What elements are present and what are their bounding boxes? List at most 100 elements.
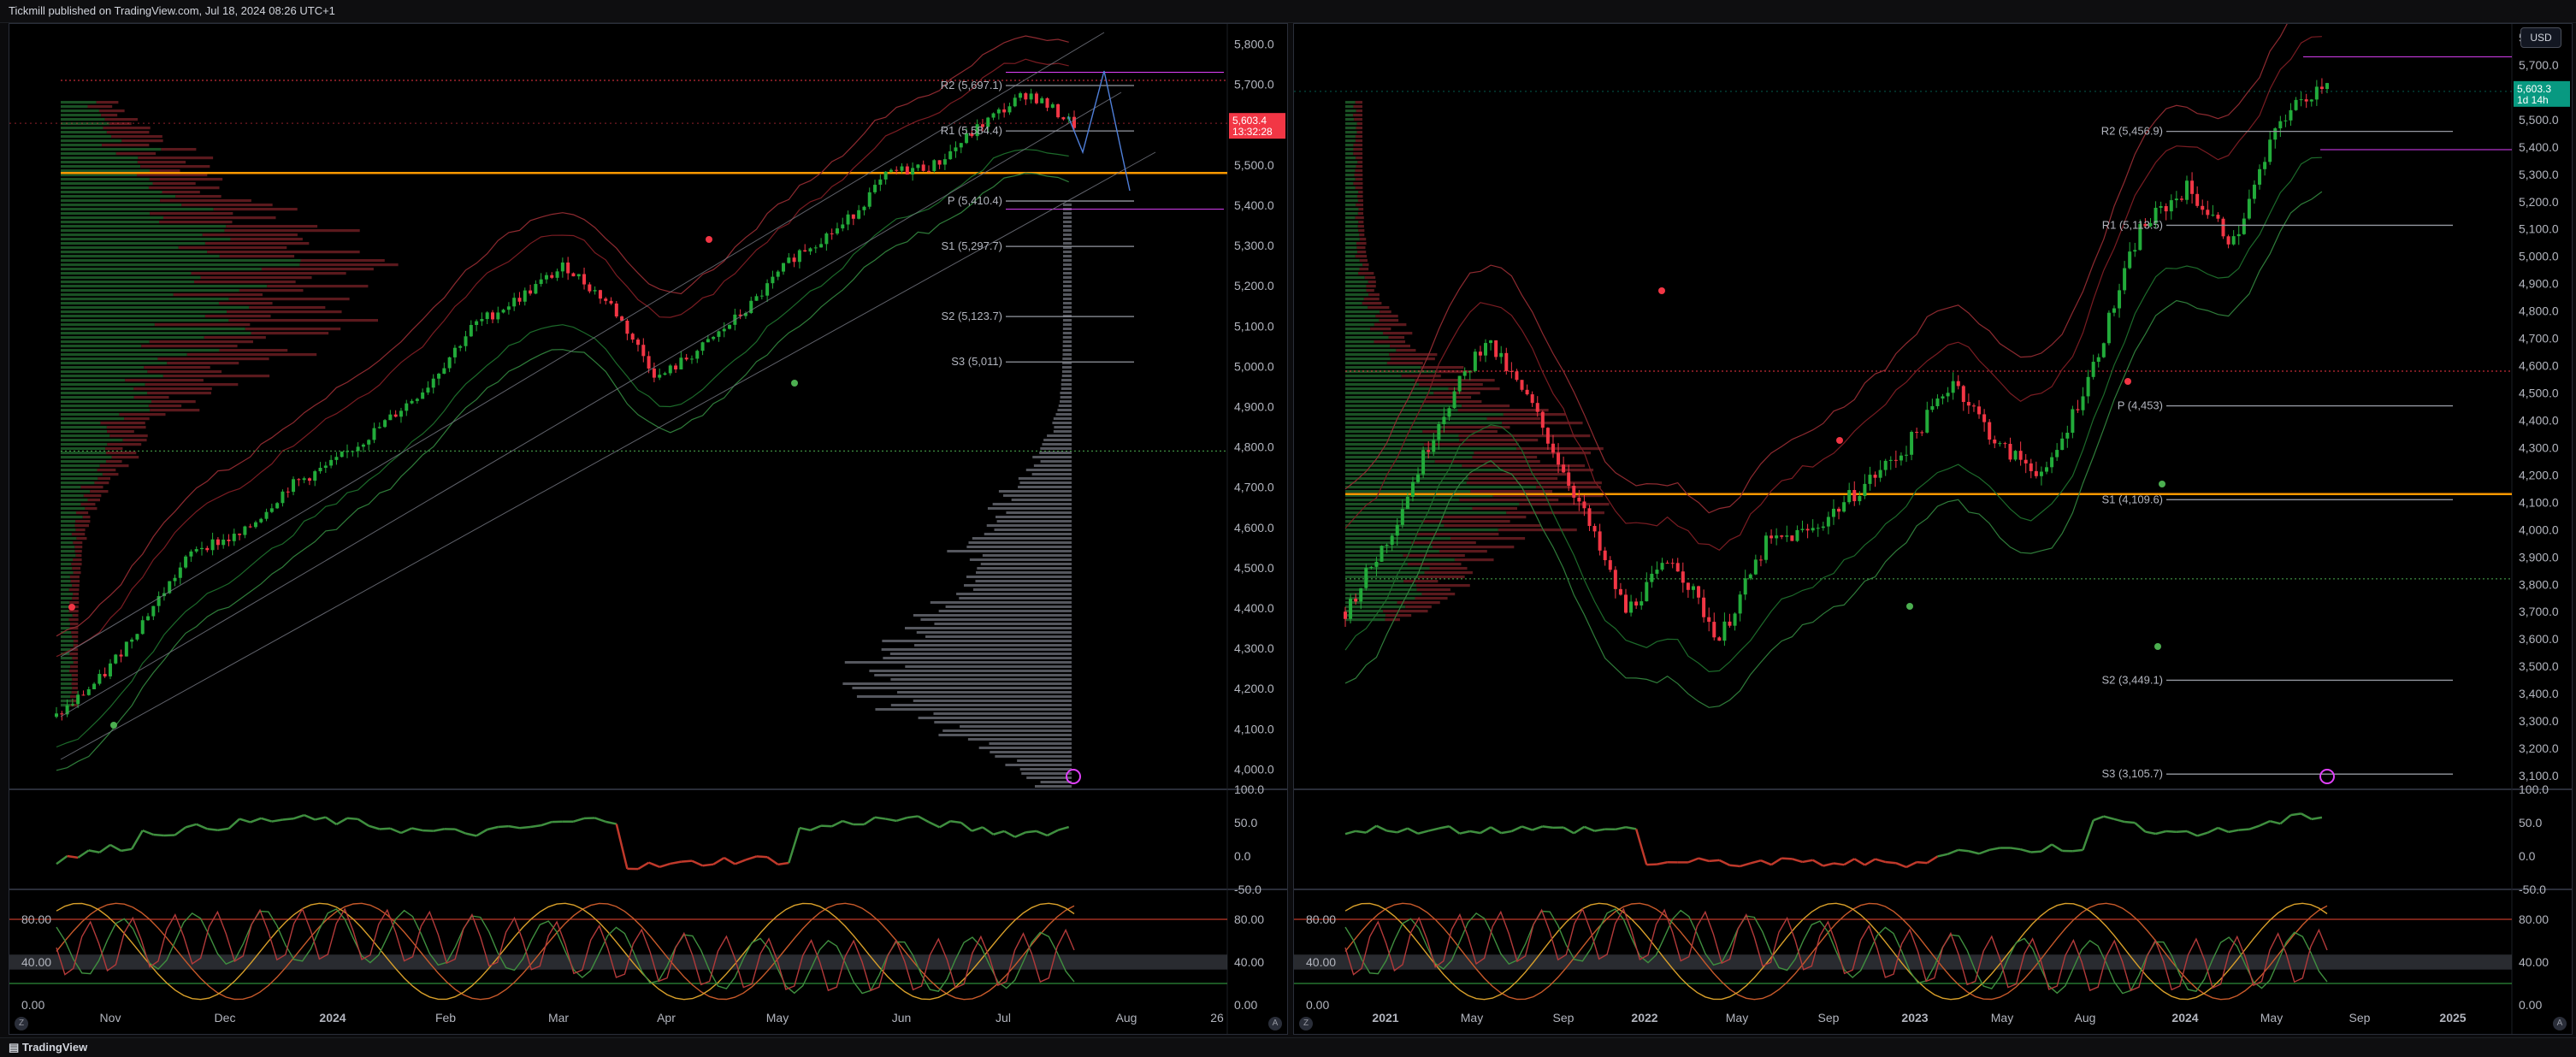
rsi-line-segment [2134,822,2147,833]
volume-profile-bar [204,242,310,245]
volume-profile-bar [109,122,132,126]
rsi-line-segment [260,817,273,823]
grey-volume-profile-bar [1031,473,1072,475]
volume-profile-bar [1345,456,1473,459]
candle-body [1618,588,1622,595]
volume-profile-bar [1345,268,1360,271]
volume-profile-bar [70,665,79,669]
candle-body [614,303,618,317]
candle-body [135,634,139,640]
left-chart-pane[interactable]: R2 (5,697.1) R1 (5,584.4) P (5,410.4) S1 (5… [9,23,1288,1035]
rsi-line-segment [1968,850,1980,855]
grey-volume-profile-bar [1053,430,1072,433]
volume-profile-bar [61,118,105,121]
time-axis-label: Aug [1116,1011,1137,1025]
right-auto-scale-button[interactable]: A [2553,1017,2567,1030]
right-chart-pane[interactable]: R2 (5,456.9) R1 (5,113.5) P (4,453) S1 (4,1… [1293,23,2573,1035]
volume-profile-bar [1383,332,1413,335]
right-timezone-button[interactable]: Z [1299,1017,1313,1030]
rsi-line-segment [411,827,423,832]
candle-body [539,279,543,285]
grey-volume-profile-bar [934,721,1072,723]
volume-profile-bar [61,221,160,224]
grey-volume-profile-bar [881,648,1072,651]
volume-profile-bar [61,255,220,258]
rsi-line-segment [1853,858,1866,866]
price-axis-label: 3,400.0 [2519,687,2559,700]
price-tag-countdown: 1d 14h [2517,94,2549,106]
volume-profile-bar [1345,195,1357,198]
volume-profile-bar [61,272,192,275]
volume-profile-bar [1462,404,1510,408]
volume-profile-bar [70,695,79,699]
volume-profile-bar [1353,114,1363,117]
rsi-line-segment [487,825,499,831]
candle-body [620,316,624,322]
rsi-line-segment [2041,843,2053,853]
left-auto-scale-button[interactable]: A [1268,1017,1282,1030]
candle-body [2268,139,2272,162]
candle-body [238,534,242,535]
volume-profile-bar [207,251,360,254]
grey-volume-profile-bar [1062,332,1072,334]
currency-button[interactable]: USD [2520,27,2561,48]
rsi-line-segment [1687,857,1699,864]
volume-profile-bar [61,263,300,267]
candle-body [830,233,834,235]
rsi-line-segment [1386,830,1397,834]
left-timezone-button[interactable]: Z [15,1017,28,1030]
candle-body [1499,352,1504,357]
candle-body [1024,93,1028,100]
volume-profile-bar [99,464,129,468]
volume-profile-bar [1358,191,1363,194]
rsi-line-segment [1014,831,1026,838]
grey-volume-profile-bar [1063,216,1072,219]
grey-volume-profile-bar [995,755,1072,758]
volume-profile-bar [1345,383,1419,387]
volume-profile-bar [61,216,163,220]
rsi-line-segment [712,856,725,865]
rsi-line-segment [1875,858,1887,864]
grey-volume-profile-bar [1061,375,1072,377]
rsi-line-segment [292,813,305,820]
volume-profile-bar [149,169,180,173]
grey-volume-profile-bar [890,704,1072,706]
volume-profile-bar [61,631,72,635]
candle-body [2123,268,2127,291]
volume-profile-bar [1370,328,1391,331]
volume-profile-bar [1345,114,1354,117]
grey-volume-profile-bar [966,576,1072,578]
volume-profile-bar [61,280,195,284]
volume-profile-bar [61,375,163,378]
pivot-label: R1 (5,584.4) [941,124,1002,137]
volume-profile-bar [1345,353,1390,357]
candle-body [1582,501,1586,509]
volume-profile-bar [1448,387,1500,391]
volume-profile-bar [1345,571,1425,575]
left-chart-canvas[interactable]: R2 (5,697.1) R1 (5,584.4) P (5,410.4) S1 (5… [9,24,1287,1034]
grey-volume-profile-bar [1042,443,1072,446]
candle-body [1442,416,1446,424]
rsi-line-segment [1760,859,1772,866]
volume-profile-bar [68,670,79,673]
rsi-line-segment [541,820,552,827]
rsi-line-segment [2051,843,2063,852]
grey-volume-profile-bar [1061,366,1072,369]
grey-volume-profile-bar [890,678,1072,681]
right-chart-canvas[interactable]: R2 (5,456.9) R1 (5,113.5) P (4,453) S1 (4,1… [1294,24,2572,1034]
volume-profile-bar [61,387,134,391]
candle-body [948,151,953,160]
stoch-right-axis-label: 80.00 [1234,912,1264,926]
volume-profile-bar [1385,614,1412,617]
volume-profile-bar [61,477,98,481]
candle-body [393,414,398,417]
grey-volume-profile-bar [914,644,1072,647]
volume-profile-bar [61,293,174,297]
candle-body [1572,485,1576,498]
rsi-line-segment [1583,825,1596,832]
candle-body [2039,471,2043,476]
candle-body [2045,467,2048,472]
volume-profile-bar [105,460,122,464]
candle-body [178,567,182,578]
grey-volume-profile-bar [882,640,1072,642]
